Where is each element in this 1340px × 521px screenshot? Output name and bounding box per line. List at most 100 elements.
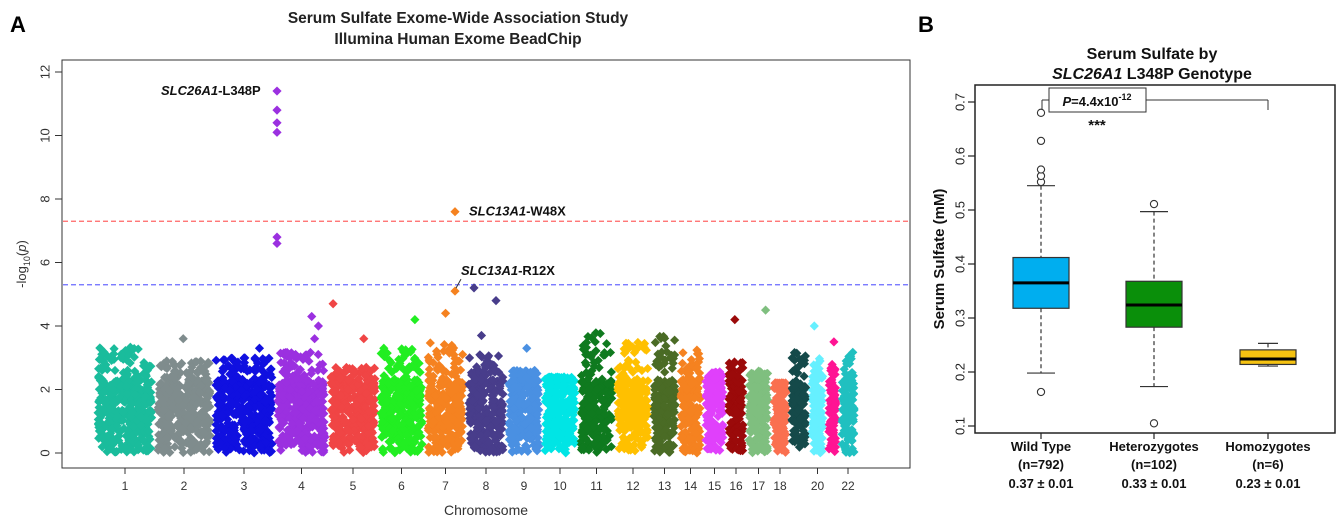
snp-point (307, 365, 317, 375)
snp-point (454, 405, 464, 415)
snp-point (446, 422, 456, 432)
snp-point (591, 328, 601, 338)
snp-point (518, 425, 528, 435)
snp-point (777, 398, 787, 408)
snp-point (239, 358, 250, 368)
snp-point (230, 399, 241, 409)
snp-point (127, 407, 138, 417)
snp-point (217, 411, 227, 421)
snp-point (406, 447, 416, 457)
snp-point (438, 388, 448, 399)
snp-point (415, 406, 426, 416)
snp-point (677, 358, 688, 368)
snp-point (703, 409, 713, 420)
snp-point (705, 389, 715, 399)
snp-point (315, 440, 326, 451)
snp-point (614, 409, 624, 419)
snp-point (517, 373, 528, 384)
snp-point (335, 428, 345, 438)
chromosome-13-points (649, 331, 680, 457)
snp-point (93, 414, 103, 425)
snp-point (654, 415, 664, 425)
snp-point (660, 333, 670, 343)
snp-point (433, 414, 443, 424)
snp-point (343, 375, 353, 385)
snp-point (793, 362, 803, 372)
snp-point (774, 410, 784, 420)
snp-point (237, 374, 248, 385)
snp-point (416, 382, 426, 392)
snp-point (456, 435, 467, 445)
snp-point (728, 378, 738, 388)
snp-point (307, 422, 318, 432)
snp-point (259, 431, 269, 441)
snp-point (124, 435, 134, 445)
snp-point (432, 408, 442, 418)
snp-point (274, 384, 284, 394)
snp-point (735, 365, 745, 375)
snp-point (560, 408, 570, 418)
snp-point (182, 395, 192, 405)
snp-point (678, 348, 688, 358)
snp-point (725, 407, 735, 417)
snp-point (449, 358, 460, 369)
snp-point (615, 362, 625, 372)
snp-point (731, 420, 742, 430)
snp-point (622, 345, 632, 355)
snp-point (384, 437, 394, 447)
snp-point (276, 445, 286, 455)
snp-point (453, 444, 463, 454)
snp-point (737, 438, 747, 448)
snp-point (509, 404, 519, 414)
snp-point (541, 419, 551, 429)
snp-point (393, 385, 403, 395)
snp-point (309, 431, 320, 441)
snp-point (116, 381, 126, 391)
snp-point (486, 422, 496, 432)
snp-point (725, 401, 735, 412)
snp-point (114, 431, 124, 441)
snp-point (712, 388, 722, 399)
snp-point (468, 396, 478, 406)
snp-point (389, 374, 400, 384)
snp-point (498, 389, 508, 399)
snp-point (129, 422, 139, 432)
snp-point (662, 405, 672, 415)
snp-point (109, 349, 119, 359)
snp-point (653, 378, 664, 388)
snp-point (160, 393, 170, 403)
snp-point (709, 442, 719, 452)
snp-point (794, 354, 805, 364)
snp-point (127, 398, 138, 408)
snp-point (410, 353, 420, 363)
snp-point (787, 366, 798, 376)
snp-point (362, 375, 372, 385)
snp-point (491, 417, 501, 427)
snp-point (747, 424, 757, 434)
snp-point (467, 370, 477, 380)
snp-point (761, 423, 771, 433)
snp-point (395, 358, 405, 369)
snp-point (592, 384, 602, 394)
snp-point (380, 404, 390, 414)
snp-point (788, 414, 798, 424)
snp-point (732, 444, 742, 454)
snp-point (313, 349, 323, 360)
snp-point (626, 445, 636, 455)
snp-point (526, 423, 536, 433)
snp-point (497, 412, 507, 422)
snp-point (759, 399, 769, 409)
snp-point (457, 408, 467, 419)
snp-point (633, 337, 643, 348)
snp-point (457, 414, 467, 424)
snp-point (192, 416, 203, 426)
snp-point (681, 443, 691, 453)
snp-point (577, 408, 587, 419)
snp-point (606, 414, 617, 425)
snp-point (264, 353, 274, 363)
snp-point (162, 363, 172, 374)
snp-point (584, 445, 594, 455)
snp-point (201, 424, 211, 434)
snp-point (178, 334, 188, 344)
